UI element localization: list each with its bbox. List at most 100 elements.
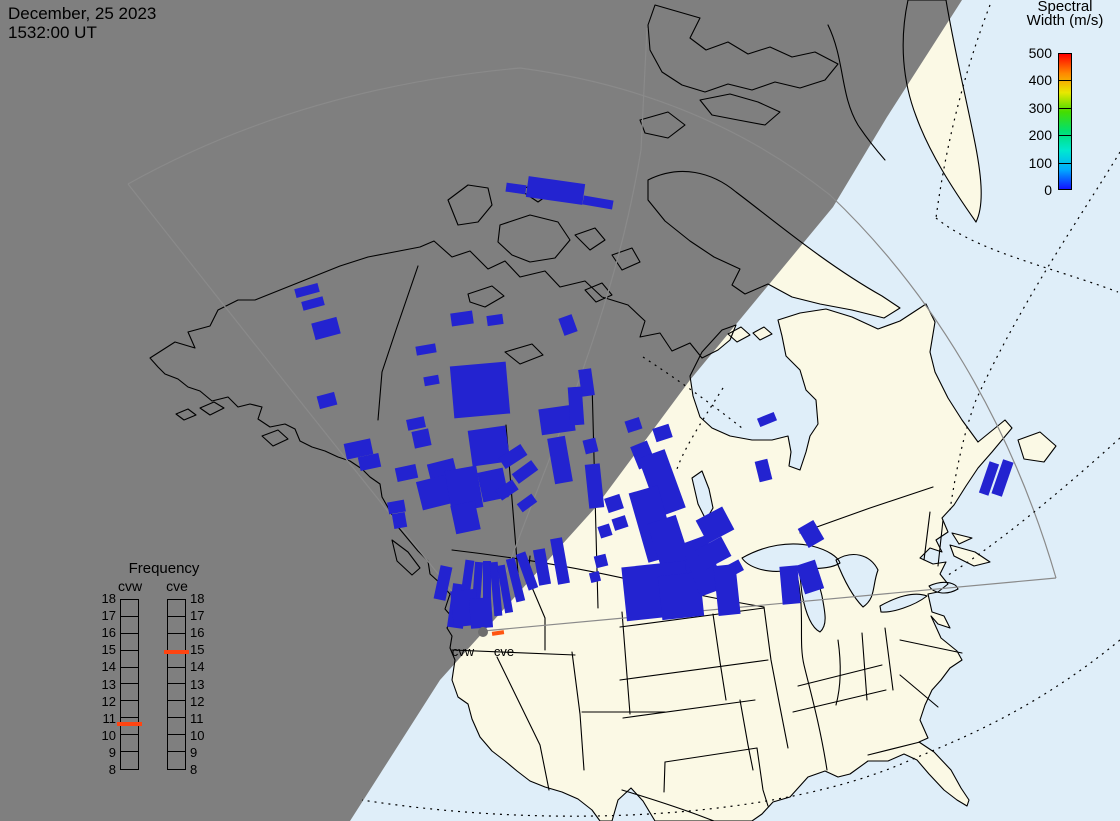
echo-patch	[567, 386, 585, 426]
frequency-scale-cell	[121, 684, 138, 702]
frequency-scale-cell	[121, 752, 138, 769]
colorbar-tick-label: 300	[1028, 99, 1052, 116]
frequency-scale-cell	[168, 668, 185, 685]
frequency-tick-label: 9	[108, 744, 116, 760]
echo-patch	[444, 465, 484, 513]
echo-patch	[681, 535, 725, 597]
frequency-scale-cell	[168, 600, 185, 617]
echo-patch	[525, 176, 586, 205]
frequency-scale-cell	[121, 617, 138, 634]
frequency-tick-label: 8	[190, 762, 198, 777]
echo-patch	[604, 493, 624, 514]
echo-patch	[511, 460, 539, 484]
echo-patch	[357, 452, 382, 472]
echo-patch	[450, 500, 481, 535]
spectral-width-colorbar: Spectral Width (m/s) 500 400 300 200 100 0	[1000, 0, 1120, 210]
frequency-scale-cell	[121, 600, 138, 617]
echo-patch	[468, 597, 494, 629]
echo-patch	[978, 461, 1000, 496]
echo-patch	[489, 561, 503, 617]
echo-patch	[624, 416, 643, 434]
echo-patch	[294, 283, 320, 298]
echo-patch	[538, 404, 576, 436]
echo-patch	[657, 571, 705, 621]
echo-patch	[779, 565, 801, 605]
echo-patch	[394, 463, 419, 483]
echo-patch	[467, 425, 511, 467]
echo-patch	[754, 458, 773, 483]
echo-patch	[311, 316, 341, 341]
frequency-scale-cell	[168, 701, 185, 719]
echo-patch	[578, 368, 595, 397]
radar-site-labels: cvw cve	[452, 644, 514, 659]
frequency-tick-label: 10	[101, 727, 116, 743]
echo-patch	[415, 474, 454, 511]
radar-label-cvw: cvw	[452, 644, 475, 659]
echo-patch	[584, 463, 605, 509]
frequency-column-label-cve: cve	[166, 578, 188, 594]
colorbar-title: Spectral Width (m/s)	[1000, 0, 1120, 28]
frequency-tick-label: 16	[101, 625, 116, 641]
echo-patch	[550, 537, 570, 585]
echo-patch	[415, 343, 437, 356]
colorbar-divider	[1059, 107, 1071, 109]
colorbar-tick-label: 0	[1044, 182, 1052, 198]
frequency-tick-label: 15	[101, 642, 116, 658]
frequency-tick-label: 11	[102, 710, 117, 726]
frequency-scale-cell	[121, 668, 138, 685]
echo-patch	[387, 499, 406, 515]
colorbar-tick-label: 400	[1028, 72, 1052, 89]
echo-patch	[343, 438, 374, 460]
echo-patch	[756, 411, 778, 428]
echo-patch	[449, 361, 511, 419]
echo-patch	[582, 195, 614, 210]
radar-site-orange-marker	[491, 630, 505, 636]
timestamp-block: December, 25 2023 1532:00 UT	[8, 4, 156, 42]
frequency-scale-cell	[121, 701, 138, 719]
colorbar-tick-label: 200	[1028, 127, 1052, 144]
echo-patch	[588, 570, 602, 584]
frequency-legend: Frequency cvw 18 17 16 15 14 13 12 11 10 9 8 cve 18 17…	[88, 552, 240, 797]
echo-patch	[532, 548, 552, 586]
frequency-scale-cell	[168, 684, 185, 702]
frequency-tick-label: 13	[101, 676, 116, 692]
echo-patch	[597, 523, 613, 539]
echo-patch	[713, 563, 741, 617]
frequency-tick-label: 17	[190, 608, 205, 624]
colorbar-title-line1: Spectral	[1037, 0, 1093, 15]
colorbar-tick-label: 500	[1028, 45, 1052, 61]
echo-patch	[582, 437, 599, 455]
frequency-tick-label: 18	[101, 591, 116, 606]
echo-patch	[695, 536, 732, 570]
geomagnetic-grid-dotted-lines	[361, 4, 1120, 817]
frequency-scale-cell	[121, 735, 138, 753]
colorbar-title-line2: Width (m/s)	[1026, 12, 1104, 29]
frequency-tick-label: 14	[101, 659, 116, 675]
frequency-scale-bar-cvw	[120, 599, 139, 770]
frequency-tick-label: 8	[108, 762, 116, 777]
frequency-marker-cve	[164, 650, 189, 654]
echo-patch	[611, 515, 629, 531]
echo-patch	[450, 310, 474, 327]
radar-label-cve: cve	[494, 644, 514, 659]
echo-patch	[695, 506, 735, 544]
echo-patch	[593, 553, 609, 569]
echo-patch	[516, 493, 538, 513]
echo-patch	[505, 182, 527, 195]
frequency-scale-cell	[121, 634, 138, 651]
echo-patch	[638, 449, 686, 517]
date-text: December, 25 2023	[8, 4, 157, 23]
radar-echo-patches	[294, 176, 1014, 629]
frequency-scale-cell	[121, 651, 138, 668]
echo-patch	[486, 313, 504, 327]
time-text: 1532:00 UT	[8, 23, 97, 42]
frequency-scale-cell	[121, 718, 138, 736]
frequency-scale-cell	[168, 617, 185, 634]
echo-patch	[391, 511, 408, 530]
frequency-legend-title: Frequency	[128, 560, 200, 577]
colorbar-divider	[1059, 80, 1071, 82]
frequency-scale-cell	[168, 735, 185, 753]
echo-patch	[406, 416, 426, 431]
